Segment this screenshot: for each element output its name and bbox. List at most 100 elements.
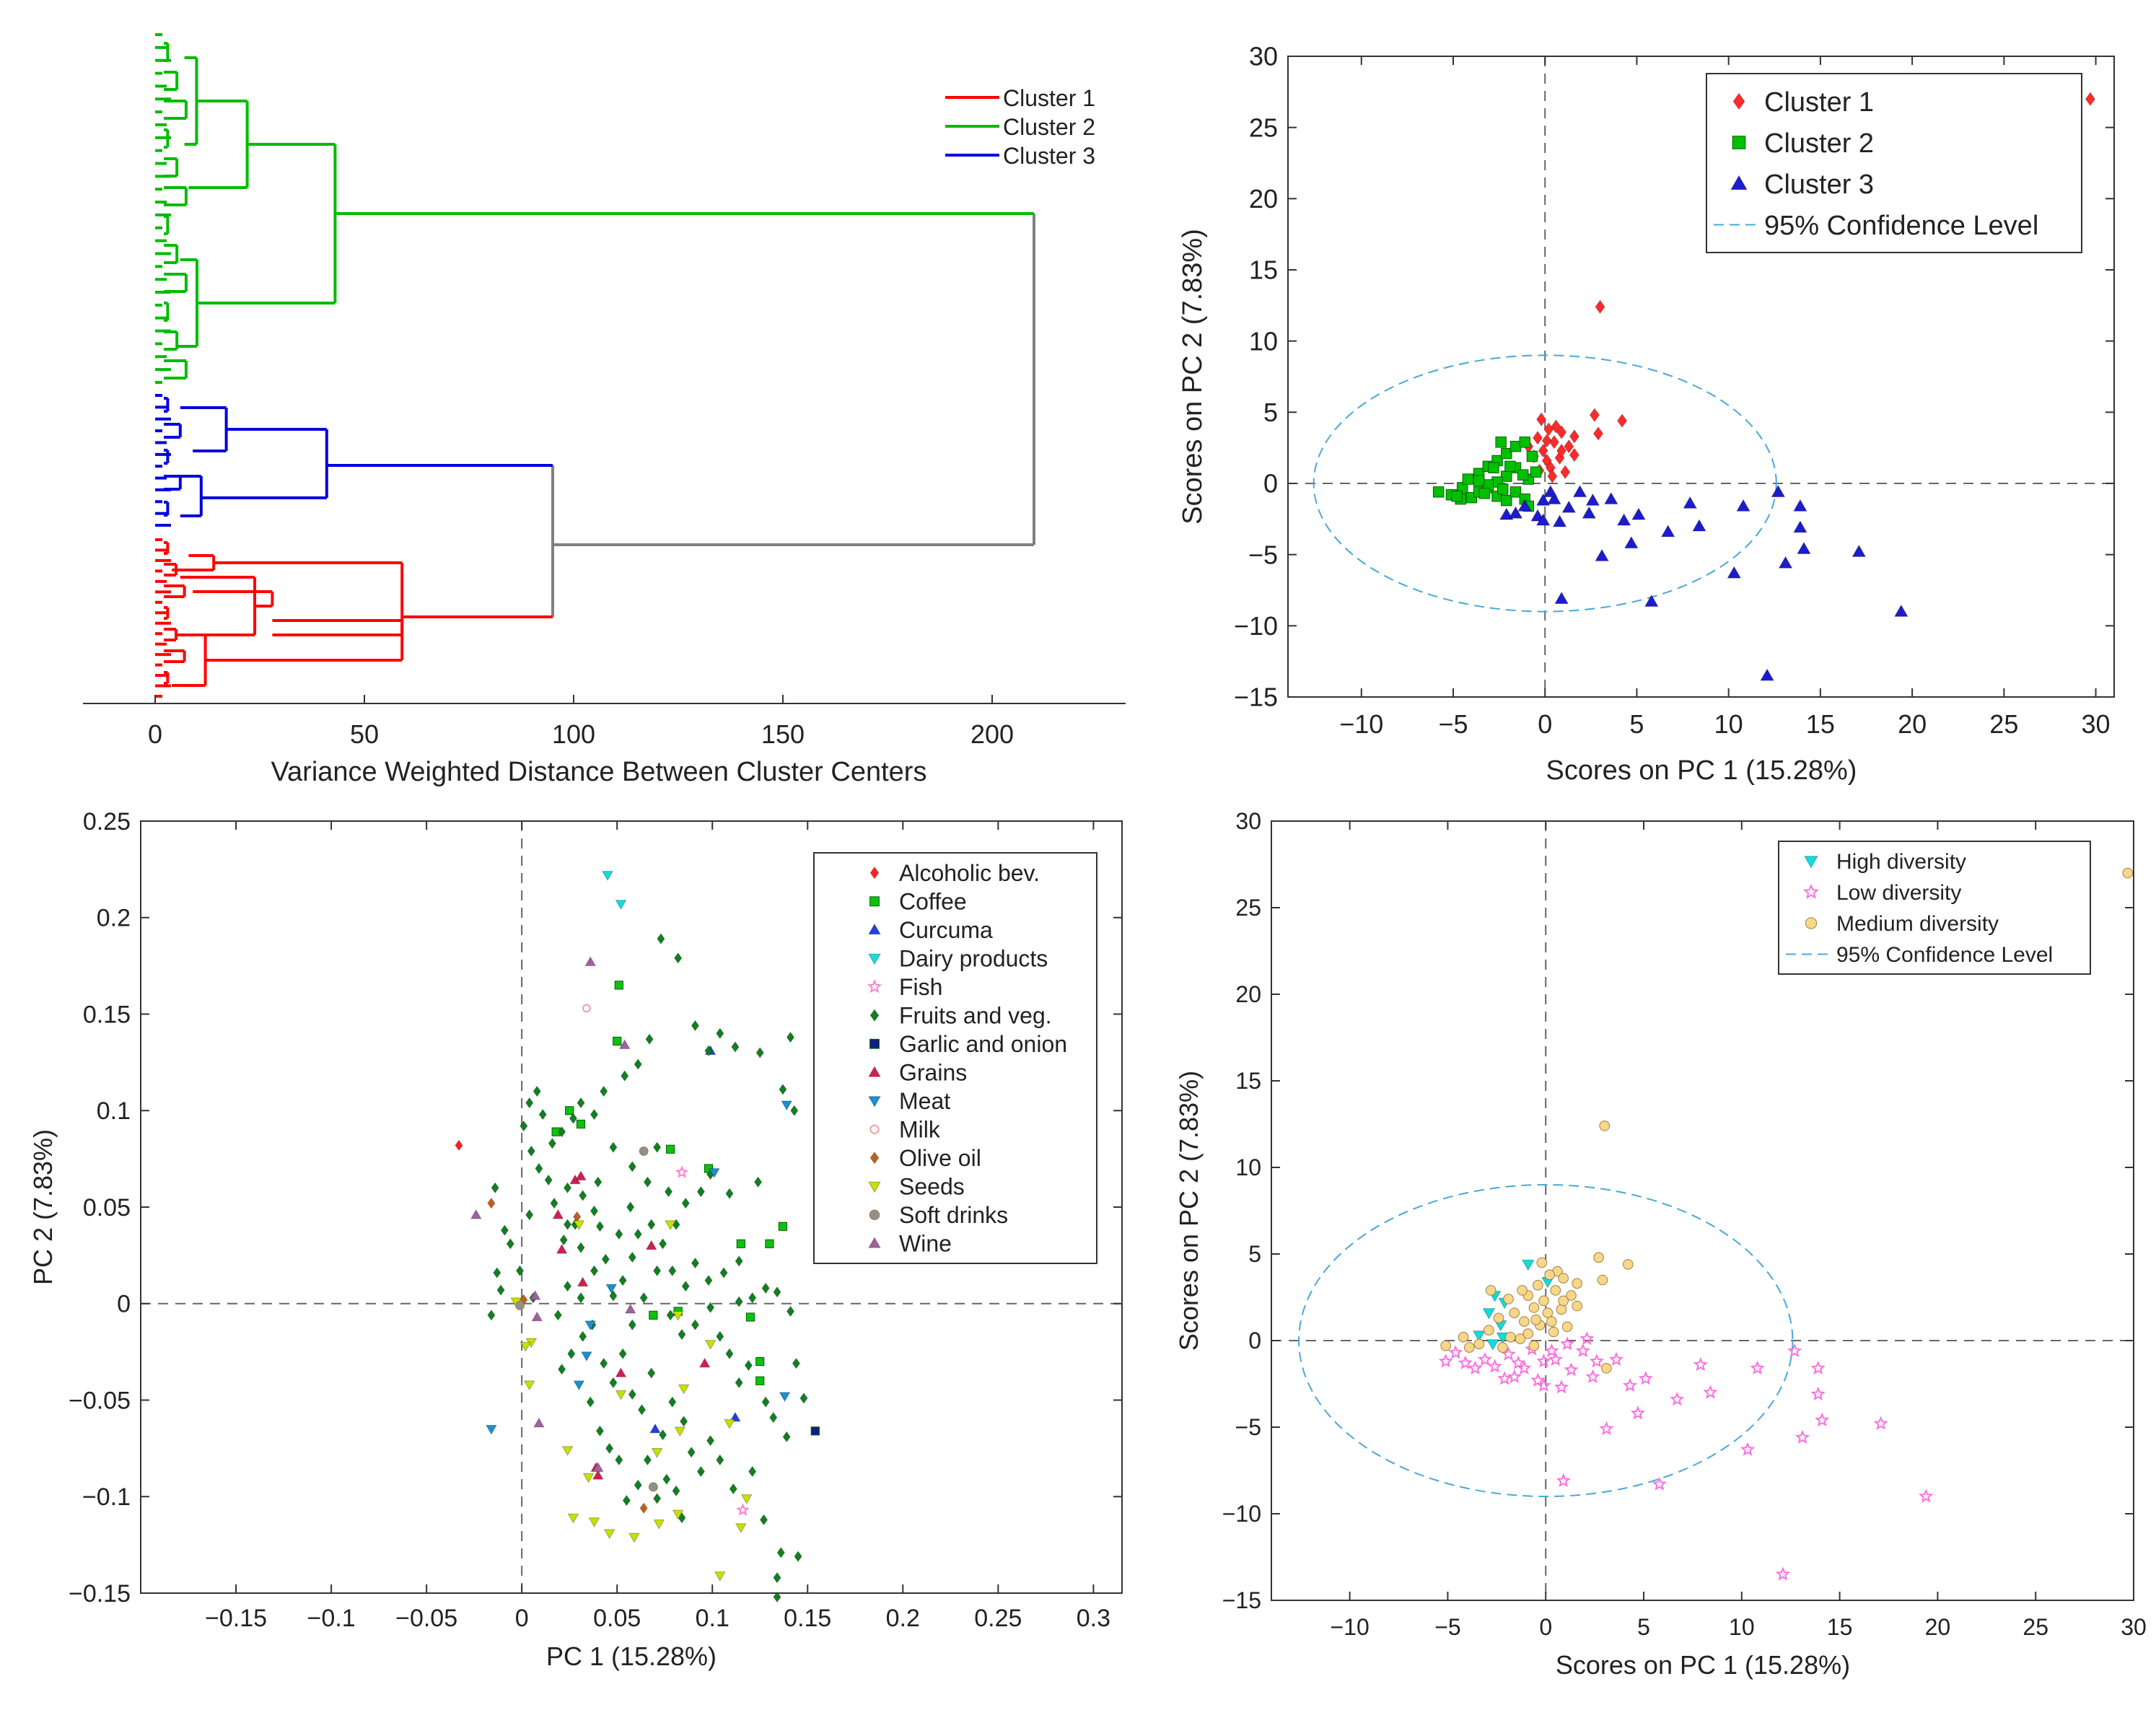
axis-ticks: −10 −5 0 5 10 15 20 25 30 −15 −10 −5 0 5 10 15 20 25 30 bbox=[1234, 42, 2114, 739]
data-point bbox=[1873, 1416, 1888, 1430]
legend-marker bbox=[868, 1096, 881, 1108]
data-point bbox=[531, 1311, 543, 1322]
legend-marker bbox=[867, 979, 882, 994]
data-point bbox=[2085, 92, 2096, 107]
data-point bbox=[1556, 443, 1567, 458]
data-point bbox=[1508, 506, 1523, 519]
data-point bbox=[615, 1367, 627, 1377]
y-tick-label: 0.1 bbox=[97, 1097, 131, 1125]
data-point bbox=[664, 1185, 673, 1198]
legend-marker bbox=[869, 1124, 880, 1134]
legend-label: High diversity bbox=[1836, 850, 1966, 874]
data-point bbox=[665, 1220, 676, 1231]
data-point bbox=[590, 1205, 599, 1217]
x-tick-label: 30 bbox=[2082, 709, 2111, 739]
data-point bbox=[1551, 419, 1561, 434]
data-point bbox=[1535, 513, 1551, 526]
data-point bbox=[1519, 1316, 1530, 1327]
data-point bbox=[1542, 1307, 1554, 1318]
legend-marker bbox=[868, 1066, 881, 1077]
y-tick-label: 20 bbox=[1235, 981, 1261, 1007]
data-point bbox=[1670, 1391, 1685, 1406]
data-point bbox=[1775, 1566, 1790, 1581]
data-point bbox=[773, 1286, 781, 1298]
data-point bbox=[1599, 1421, 1614, 1436]
legend-label: Cluster 2 bbox=[1764, 128, 1874, 159]
plot-frame bbox=[1271, 820, 2134, 1601]
data-point bbox=[1631, 507, 1646, 520]
y-tick-label: 15 bbox=[1249, 255, 1278, 285]
legend-marker bbox=[869, 1038, 880, 1049]
data-point bbox=[1569, 447, 1580, 462]
data-point bbox=[1810, 1386, 1826, 1401]
data-point bbox=[1538, 443, 1548, 458]
data-point bbox=[486, 1424, 497, 1435]
data-point bbox=[786, 1305, 795, 1317]
data-point bbox=[1693, 1356, 1708, 1372]
data-point bbox=[1517, 499, 1533, 512]
data-point bbox=[643, 1176, 652, 1188]
legend-label: 95% Confidence Level bbox=[1836, 943, 2053, 967]
x-tick-label: 10 bbox=[1729, 1614, 1755, 1640]
data-point bbox=[735, 1523, 747, 1534]
data-point bbox=[1558, 1273, 1569, 1284]
data-point bbox=[653, 1519, 665, 1530]
axis-ticks: −0.15 −0.1 −0.05 0 0.05 0.1 0.15 0.2 0.25 0.3 −0.1… bbox=[69, 808, 1122, 1632]
data-point bbox=[634, 1479, 642, 1491]
data-point bbox=[590, 1265, 599, 1277]
y-tick-label: 0.15 bbox=[83, 1001, 131, 1028]
data-point bbox=[773, 1571, 781, 1584]
data-point bbox=[1554, 1380, 1569, 1394]
x-tick-label: −0.15 bbox=[205, 1605, 267, 1632]
data-point bbox=[1561, 500, 1577, 513]
x-tick-label: 100 bbox=[552, 719, 595, 749]
data-point bbox=[1543, 422, 1554, 437]
data-point bbox=[605, 1284, 618, 1294]
legend-marker bbox=[1802, 883, 1820, 899]
y-tick-label: 10 bbox=[1235, 1154, 1261, 1180]
y-tick-label: 15 bbox=[1235, 1068, 1261, 1094]
legend-label: Alcoholic bev. bbox=[899, 860, 1040, 886]
legend-label: Fish bbox=[899, 974, 942, 1000]
data-point bbox=[1532, 430, 1543, 445]
data-point bbox=[1572, 484, 1587, 498]
data-point bbox=[626, 1201, 635, 1213]
y-tick-label: −15 bbox=[1234, 683, 1278, 712]
data-point bbox=[576, 1119, 586, 1129]
data-point bbox=[1564, 1362, 1579, 1377]
x-tick-label: −5 bbox=[1434, 1614, 1460, 1640]
data-point bbox=[493, 1267, 501, 1279]
data-point bbox=[1601, 1363, 1612, 1374]
legend-label: Meat bbox=[899, 1088, 950, 1114]
data-point bbox=[761, 1282, 770, 1294]
data-point bbox=[776, 1546, 785, 1558]
data-point bbox=[647, 1367, 656, 1379]
data-point bbox=[565, 1106, 574, 1115]
x-axis-label: Scores on PC 1 (15.28%) bbox=[1546, 755, 1857, 786]
data-point bbox=[769, 1411, 778, 1424]
data-point bbox=[588, 1517, 600, 1528]
data-point bbox=[1566, 1290, 1577, 1301]
plot-content bbox=[1288, 56, 2114, 697]
data-point bbox=[1552, 514, 1567, 527]
data-point bbox=[1919, 1488, 1934, 1503]
legend-label: Medium diversity bbox=[1836, 912, 1999, 936]
data-point bbox=[704, 1045, 713, 1057]
data-point bbox=[601, 1253, 610, 1266]
data-point bbox=[731, 1041, 740, 1053]
legend-marker bbox=[868, 953, 881, 965]
legend-box bbox=[813, 852, 1097, 1264]
data-point bbox=[1622, 1259, 1634, 1270]
x-tick-label: 0.25 bbox=[974, 1605, 1022, 1632]
data-point bbox=[1560, 1336, 1575, 1351]
legend: Cluster 1 Cluster 2 Cluster 3 95% Confidenc… bbox=[1706, 73, 2082, 253]
dendrogram-lines bbox=[155, 33, 1035, 698]
data-point bbox=[615, 1390, 627, 1400]
data-point bbox=[618, 1348, 627, 1360]
data-point bbox=[527, 1145, 536, 1157]
data-point bbox=[1485, 1285, 1497, 1296]
data-point bbox=[1468, 1360, 1483, 1375]
data-point bbox=[652, 1265, 662, 1277]
x-tick-label: 25 bbox=[1989, 709, 2018, 739]
